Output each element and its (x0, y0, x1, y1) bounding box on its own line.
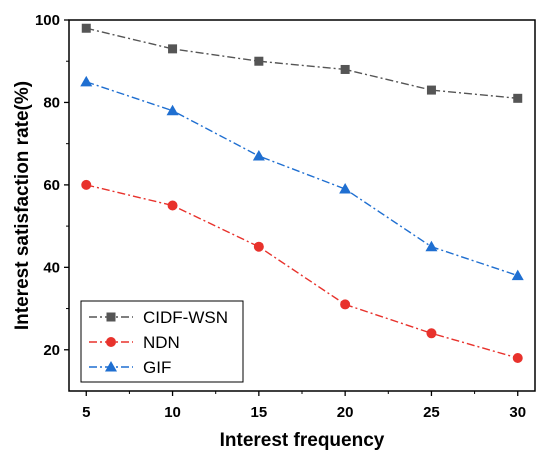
y-axis-title: Interest satisfaction rate(%) (12, 81, 33, 330)
data-point-ndn (426, 328, 437, 339)
data-point-gif (252, 150, 265, 161)
data-point-ndn (512, 353, 523, 364)
data-point-gif (339, 183, 352, 194)
x-axis-title: Interest frequency (220, 430, 385, 451)
series-ndn (81, 179, 523, 364)
y-tick-label: 20 (43, 342, 60, 359)
legend-label-ndn: NDN (143, 333, 180, 352)
y-tick-label: 100 (35, 12, 60, 29)
data-point-gif (80, 75, 93, 87)
legend-marker-gif (105, 361, 117, 372)
series-layer (80, 23, 524, 364)
series-line-ndn (86, 184, 518, 359)
series-gif (80, 75, 524, 281)
x-tick-label: 25 (423, 404, 440, 421)
data-point-gif (166, 104, 179, 116)
legend-label-gif: GIF (143, 358, 171, 377)
series-line-cidf-wsn (86, 27, 518, 100)
x-tick-label: 10 (164, 404, 181, 421)
y-tick-label: 60 (43, 177, 60, 194)
data-point-gif (425, 240, 438, 252)
axis-ticks (64, 19, 519, 396)
data-point-cidf-wsn (168, 44, 178, 54)
data-point-ndn (167, 200, 178, 211)
data-point-cidf-wsn (254, 56, 264, 66)
series-line-gif (86, 81, 518, 277)
data-point-cidf-wsn (513, 93, 523, 103)
legend-marker-ndn (106, 337, 116, 347)
data-point-cidf-wsn (340, 64, 350, 74)
legend-label-cidf-wsn: CIDF-WSN (143, 308, 228, 327)
x-tick-label: 20 (337, 404, 354, 421)
data-point-ndn (253, 241, 264, 252)
series-cidf-wsn (81, 23, 523, 103)
data-point-cidf-wsn (81, 23, 91, 33)
legend-marker-cidf-wsn (106, 312, 116, 322)
y-tick-label: 40 (43, 259, 60, 276)
x-tick-label: 5 (82, 404, 90, 421)
tick-labels: 5 10 15 20 25 30 20 40 60 80 100 (35, 12, 526, 421)
y-tick-label: 80 (43, 94, 60, 111)
x-tick-label: 15 (251, 404, 268, 421)
data-point-cidf-wsn (426, 85, 436, 95)
legend: CIDF-WSN NDN GIF (80, 300, 244, 383)
data-point-ndn (81, 179, 92, 190)
data-point-gif (511, 269, 524, 281)
x-tick-label: 30 (509, 404, 526, 421)
data-point-ndn (340, 299, 351, 310)
